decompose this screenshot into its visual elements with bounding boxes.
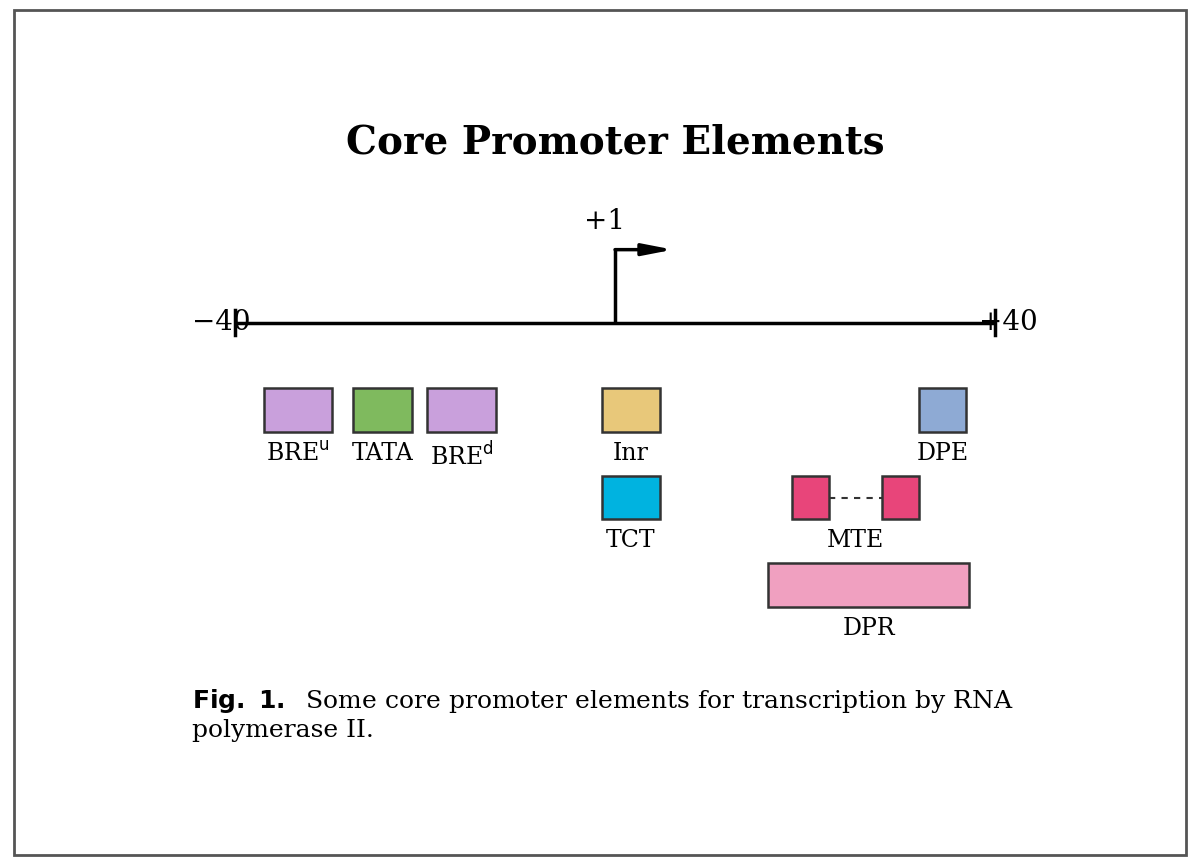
- Text: TATA: TATA: [352, 442, 413, 465]
- Bar: [427, 388, 496, 432]
- Text: Inr: Inr: [613, 442, 649, 465]
- Bar: [919, 388, 966, 432]
- Text: +40: +40: [979, 309, 1038, 336]
- Text: $\bf{Fig.\ 1.}$  Some core promoter elements for transcription by RNA
polymerase: $\bf{Fig.\ 1.}$ Some core promoter eleme…: [192, 687, 1014, 742]
- Bar: [264, 388, 332, 432]
- Text: +1: +1: [584, 208, 625, 235]
- Bar: [768, 563, 970, 607]
- Text: TCT: TCT: [606, 529, 655, 552]
- Text: DPE: DPE: [917, 442, 968, 465]
- Text: Core Promoter Elements: Core Promoter Elements: [346, 123, 884, 161]
- Text: DPR: DPR: [842, 617, 895, 640]
- Bar: [601, 388, 660, 432]
- Text: −40: −40: [192, 309, 251, 336]
- Text: MTE: MTE: [827, 529, 884, 552]
- Bar: [601, 476, 660, 520]
- Bar: [792, 476, 829, 520]
- Text: BRE$^\mathrm{u}$: BRE$^\mathrm{u}$: [266, 442, 330, 465]
- Bar: [354, 388, 412, 432]
- Bar: [882, 476, 919, 520]
- Text: BRE$^\mathrm{d}$: BRE$^\mathrm{d}$: [430, 442, 493, 471]
